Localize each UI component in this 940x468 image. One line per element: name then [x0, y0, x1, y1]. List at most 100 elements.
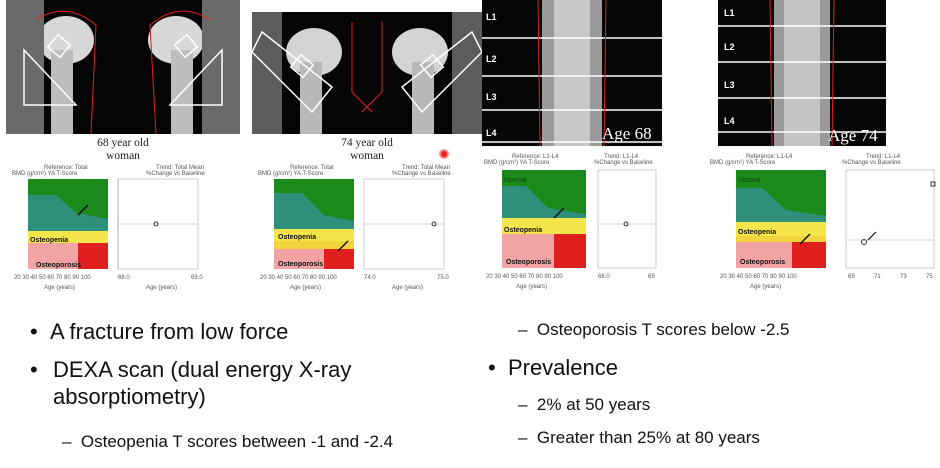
sub-text: Osteopenia T scores between -1 and -2.4: [80, 432, 394, 451]
ref-label-2: BMD (g/cm²) YA T-Score: [710, 160, 776, 166]
sub-prevalence-50: – 2% at 50 years: [518, 395, 650, 415]
osteoporosis-label: Osteoporosis: [506, 259, 551, 266]
caption-line-1: 68 year old: [97, 137, 149, 149]
x-ticks: 20 30 40 50 60 70 80 90 100: [260, 275, 337, 281]
bmd-chart-hip-74: Reference: Total BMD (g/cm²) YA T-Score …: [252, 163, 482, 297]
trend-x-label: Age (years): [146, 285, 177, 291]
osteopenia-label: Osteopenia: [504, 227, 542, 234]
age-label: Age 68: [602, 124, 652, 143]
osteoporosis-label: Osteoporosis: [278, 261, 323, 268]
trend-x-end: 69: [648, 274, 655, 280]
marker-arrow: [799, 233, 811, 245]
trend-x-label: Age (years): [392, 285, 423, 291]
spine-xray-image-68: L1 L2 L3 L4 Age 68: [482, 0, 662, 146]
bullet-text: Prevalence: [507, 355, 619, 380]
x-label: Age (years): [290, 285, 321, 291]
dash: –: [518, 320, 537, 339]
normal-label: Normal: [738, 177, 761, 184]
bmd-chart-spine-68: Reference: L1-L4 BMD (g/cm²) YA T-Score …: [482, 152, 662, 298]
sub-osteoporosis: – Osteoporosis T scores below -2.5: [518, 320, 790, 340]
x-ticks: 20 30 40 50 60 70 80 90 100: [486, 274, 563, 280]
x-label: Age (years): [44, 285, 75, 291]
hip-xray-image-68: [6, 0, 240, 134]
ref-label-2: BMD (g/cm²) YA T-Score: [484, 160, 550, 166]
level-label-l4: L4: [486, 128, 497, 138]
laser-pointer-dot: [439, 149, 449, 159]
bullet-text: DEXA scan (dual energy X-ray absorptiome…: [53, 357, 352, 409]
x-ticks: 20 30 40 50 60 70 80 90 100: [720, 274, 797, 280]
sub-osteopenia: – Osteopenia T scores between -1 and -2.…: [62, 432, 393, 452]
normal-label: Normal: [504, 177, 527, 184]
level-label-l3: L3: [724, 80, 735, 90]
trend-label-1: Trend: Total Mean: [156, 165, 204, 171]
trend-label-1: Trend: Total Mean: [402, 165, 450, 171]
trend-label-1: Trend: L1-L4: [866, 154, 901, 160]
hip-scan-panel-74: 74 year old woman Reference: Total BMD (…: [252, 0, 482, 300]
sub-prevalence-80: – Greater than 25% at 80 years: [518, 428, 760, 448]
osteoporosis-label: Osteoporosis: [740, 259, 785, 266]
level-label-l3: L3: [486, 92, 497, 102]
sub-text: 2% at 50 years: [536, 395, 651, 414]
level-label-l1: L1: [486, 12, 497, 22]
level-label-l2: L2: [486, 54, 497, 64]
spine-scan-panel-74: L1 L2 L3 L4 Age 74 Reference: L1-L4 BMD …: [706, 0, 940, 300]
caption-line-2: woman: [106, 150, 140, 162]
osteoporosis-label: Osteoporosis: [36, 262, 81, 269]
caption-74: 74 year old woman: [252, 137, 482, 163]
bullet-dot: •: [30, 319, 50, 344]
age-label: Age 74: [828, 126, 878, 145]
bullet-text: A fracture from low force: [49, 319, 289, 344]
trend-label-2: %Change vs Baseline: [842, 160, 901, 166]
ref-label-1: Reference: Total: [44, 165, 88, 171]
x-ticks: 20 30 40 50 60 70 80 90 100: [14, 275, 91, 281]
ref-label-1: Reference: L1-L4: [512, 154, 559, 160]
trend-x-start: 68.0: [118, 275, 130, 281]
trend-label-2: %Change vs Baseline: [146, 171, 205, 177]
marker-arrow: [337, 240, 349, 252]
bullet-dot: •: [488, 355, 508, 380]
level-label-l1: L1: [724, 8, 735, 18]
bullet-dot: •: [30, 357, 38, 382]
dash: –: [62, 432, 81, 451]
level-label-l2: L2: [724, 42, 735, 52]
bullet-prevalence: • Prevalence: [488, 354, 618, 381]
ref-label-2: BMD (g/cm²) YA T-Score: [12, 171, 78, 177]
x-label: Age (years): [750, 284, 781, 290]
marker-arrow: [77, 204, 89, 216]
bmd-chart-hip-68: Reference: Total BMD (g/cm²) YA T-Score …: [6, 163, 240, 297]
bmd-chart-spine-74: Reference: L1-L4 BMD (g/cm²) YA T-Score …: [706, 152, 940, 298]
caption-line-1: 74 year old: [341, 137, 393, 149]
spine-scan-panel-68: L1 L2 L3 L4 Age 68 Reference: L1-L4 BMD …: [482, 0, 662, 300]
trend-x-3: 75: [926, 274, 933, 280]
trend-x-start: 68.0: [598, 274, 610, 280]
trend-x-1: 71: [874, 274, 881, 280]
ref-label-2: BMD (g/cm²) YA T-Score: [258, 171, 324, 177]
x-label: Age (years): [516, 284, 547, 290]
trend-label-1: Trend: L1-L4: [604, 154, 639, 160]
sub-text: Osteoporosis T scores below -2.5: [536, 320, 790, 339]
bullet-dexa: • DEXA scan (dual energy X-ray absorptio…: [30, 356, 410, 410]
trend-x-start: 74.0: [364, 275, 376, 281]
marker-arrow: [553, 207, 565, 219]
caption-68: 68 year old woman: [6, 137, 240, 163]
hip-scan-panel-68: 68 year old woman Reference: Total BMD (…: [6, 0, 240, 300]
osteopenia-label: Osteopenia: [278, 234, 316, 241]
ref-label-1: Reference: L1-L4: [746, 154, 793, 160]
osteopenia-label: Osteopenia: [738, 229, 776, 236]
trend-x-0: 69: [848, 274, 855, 280]
trend-label-2: %Change vs Baseline: [594, 160, 653, 166]
bullet-fracture: • A fracture from low force: [30, 318, 288, 345]
dash: –: [518, 428, 537, 447]
trend-x-end: 69.0: [191, 275, 203, 281]
level-label-l4: L4: [724, 116, 735, 126]
dash: –: [518, 395, 537, 414]
trend-x-end: 75.0: [437, 275, 449, 281]
spine-xray-image-74: L1 L2 L3 L4 Age 74: [718, 0, 886, 146]
ref-label-1: Reference: Total: [290, 165, 334, 171]
caption-line-2: woman: [350, 150, 384, 162]
trend-label-2: %Change vs Baseline: [392, 171, 451, 177]
sub-text: Greater than 25% at 80 years: [536, 428, 760, 447]
trend-x-2: 73: [900, 274, 907, 280]
hip-xray-image-74: [252, 12, 482, 134]
osteopenia-label: Osteopenia: [30, 237, 68, 244]
